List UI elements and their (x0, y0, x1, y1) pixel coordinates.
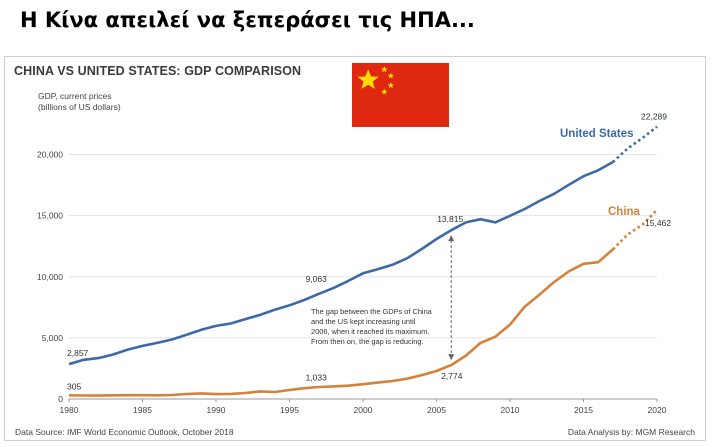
x-tick-label: 2015 (574, 405, 593, 415)
flag-big-star (357, 69, 379, 89)
annotation-text-line: From then on, the gap is reducing. (311, 337, 424, 346)
flag-small-star (381, 66, 388, 73)
data-analysis-credit: Data Analysis by: MGM Research (567, 427, 695, 437)
x-tick-label: 1995 (280, 405, 299, 415)
data-label: 22,289 (641, 112, 667, 122)
y-tick-label: 10,000 (37, 272, 63, 282)
data-label: 15,462 (645, 218, 671, 228)
data-label: 305 (67, 381, 81, 391)
x-tick-label: 2020 (648, 405, 667, 415)
headline: Η Κίνα απειλεί να ξεπεράσει τις ΗΠΑ... (20, 8, 475, 32)
x-tick-label: 1990 (207, 405, 226, 415)
data-label: 2,774 (441, 371, 463, 381)
data-label: 13,815 (437, 214, 463, 224)
chart-title: CHINA VS UNITED STATES: GDP COMPARISON (14, 64, 302, 78)
x-tick-label: 2000 (354, 405, 373, 415)
china-projection-line (611, 209, 658, 251)
united-states-projection-line (612, 125, 658, 163)
annotation-text-line: 2006, when it reached its maximum. (311, 327, 429, 336)
united-states-line (68, 160, 614, 366)
annotation-text-line: and the US kept increasing until (311, 317, 416, 326)
y-tick-label: 0 (58, 394, 63, 404)
y-axis-label: GDP, current prices (38, 91, 112, 101)
flag-small-star (387, 72, 395, 79)
flag-small-star (381, 88, 388, 95)
data-source: Data Source: IMF World Economic Outlook,… (15, 427, 234, 437)
flag-small-star (387, 82, 395, 89)
china-line (68, 248, 614, 397)
y-tick-label: 15,000 (37, 211, 63, 221)
y-tick-label: 20,000 (37, 150, 63, 160)
chart-card: CHINA VS UNITED STATES: GDP COMPARISON 0… (4, 56, 706, 441)
gap-arrow-head-top (448, 235, 455, 242)
gdp-line-chart: 0 5,000 10,000 15,000 20,000 1980 1985 1990 1995… (37, 91, 671, 415)
x-tick-label: 2010 (501, 405, 520, 415)
x-tick-label: 2005 (427, 405, 446, 415)
x-tick-label: 1980 (60, 405, 79, 415)
annotation-text-line: The gap between the GDPs of China (311, 307, 433, 316)
data-label: 9,063 (306, 274, 328, 284)
legend-china: China (608, 206, 641, 218)
y-axis-label-sub: (billions of US dollars) (38, 102, 121, 112)
china-flag (352, 63, 449, 127)
data-label: 1,033 (306, 372, 328, 382)
flag-stars (357, 66, 395, 95)
flag-background (352, 63, 449, 127)
y-tick-label: 5,000 (42, 333, 64, 343)
gap-arrow-head-bottom (448, 354, 455, 361)
data-label: 2,857 (67, 348, 89, 358)
x-tick-label: 1985 (133, 405, 152, 415)
legend-united-states: United States (560, 128, 634, 140)
